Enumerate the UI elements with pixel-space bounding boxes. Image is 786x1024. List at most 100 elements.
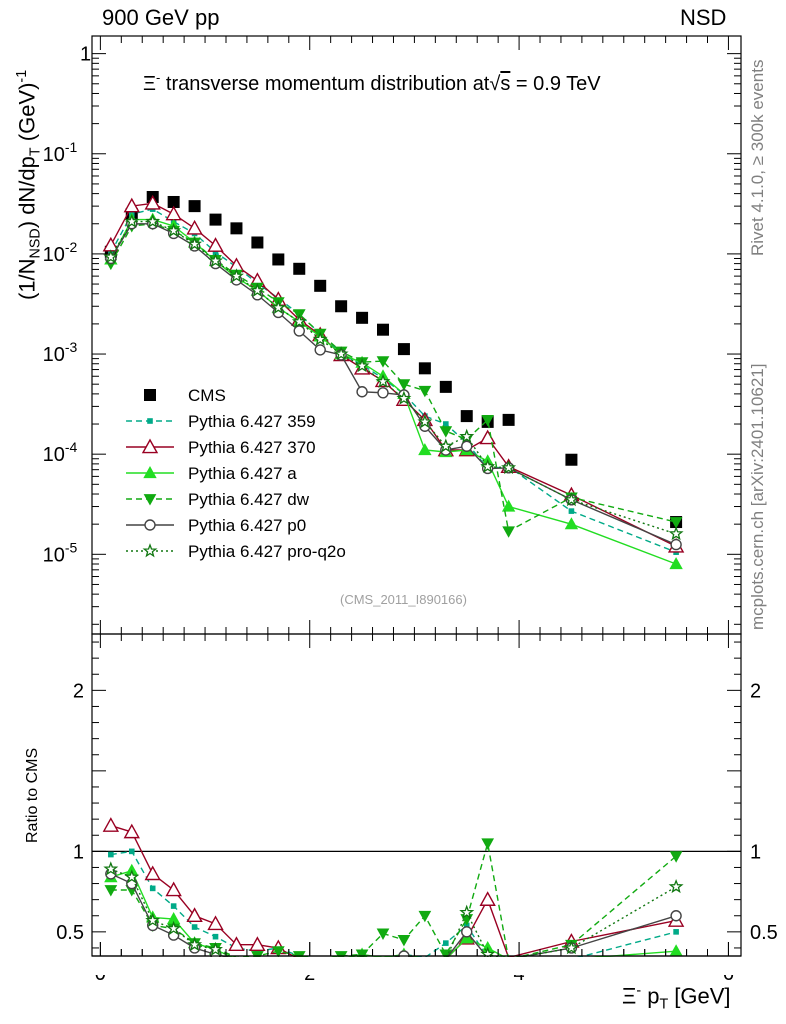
ratio-point-pythia-6-427-dw: [481, 838, 495, 850]
data-point-cms: [272, 253, 285, 266]
legend-marker-pythia-6-427-a: [143, 466, 157, 479]
header-left: 900 GeV pp: [102, 5, 220, 30]
y-tick-label: 10-1: [43, 139, 78, 166]
series-line-pythia-6-427-a: [110, 218, 677, 565]
xlab-minus: -: [636, 983, 642, 999]
legend-label-pythia-6-427-a: Pythia 6.427 a: [188, 464, 297, 483]
ratio-point-pythia-6-427-359: [191, 924, 198, 930]
ratio-point-pythia-6-427-pro-q2o: [459, 904, 475, 919]
data-point-pythia-6-427-pro-q2o: [187, 236, 203, 251]
data-point-cms: [439, 380, 452, 393]
data-point-pythia-6-427-a: [669, 557, 683, 570]
ratio-y-tick-label: 0.5: [56, 922, 84, 944]
y-tick-label: 10-4: [43, 439, 78, 466]
ratio-point-pythia-6-427-370: [207, 915, 224, 931]
header-right: NSD: [680, 5, 727, 30]
ratio-point-pythia-6-427-370: [249, 936, 266, 952]
data-point-pythia-6-427-dw: [669, 517, 683, 529]
data-point-pythia-6-427-pro-q2o: [103, 249, 119, 264]
ratio-point-pythia-6-427-370: [102, 817, 120, 832]
ratio-clip-mask: [90, 957, 743, 975]
ratio-y-tick-label-right: 0.5: [750, 922, 778, 944]
title-minus: -: [156, 70, 161, 85]
title-rad: s: [500, 72, 511, 95]
data-point-pythia-6-427-pro-q2o: [249, 282, 265, 298]
data-point-pythia-6-427-pro-q2o: [228, 268, 244, 283]
data-point-cms: [502, 413, 515, 426]
data-point-pythia-6-427-pro-q2o: [563, 491, 579, 507]
y-tick-exponent: -2: [65, 239, 78, 255]
data-point-pythia-6-427-pro-q2o: [459, 428, 475, 443]
title-xi: Ξ: [143, 72, 156, 95]
ratio-y-tick-label: 1: [73, 841, 84, 863]
ratio-point-pythia-6-427-370: [165, 881, 182, 897]
ratio-point-pythia-6-427-359: [128, 848, 135, 855]
title-post: = 0.9 TeV: [510, 72, 601, 95]
y-tick-exponent: -5: [65, 539, 78, 555]
legend-label-pythia-6-427-dw: Pythia 6.427 dw: [188, 490, 310, 509]
data-point-pythia-6-427-a: [418, 443, 432, 456]
data-point-cms: [377, 323, 390, 336]
data-point-pythia-6-427-a: [501, 499, 516, 512]
ratio-point-pythia-6-427-pro-q2o: [166, 920, 182, 936]
data-point-pythia-6-427-dw: [502, 526, 515, 538]
data-point-pythia-6-427-pro-q2o: [417, 414, 433, 429]
ratio-point-pythia-6-427-359: [673, 929, 679, 935]
data-point-pythia-6-427-370: [123, 197, 140, 213]
xlab-post: [GeV]: [668, 983, 731, 1009]
analysis-reference: (CMS_2011_I890166): [340, 592, 467, 607]
data-point-pythia-6-427-dw: [376, 356, 390, 368]
ratio-point-pythia-6-427-359: [108, 851, 114, 858]
ratio-point-pythia-6-427-pro-q2o: [208, 941, 223, 956]
data-point-pythia-6-427-p0: [377, 387, 389, 399]
data-point-cms: [335, 300, 348, 313]
legend-marker-pythia-6-427-p0: [144, 519, 156, 531]
data-point-cms: [209, 213, 222, 226]
data-point-cms: [167, 195, 180, 208]
ratio-point-pythia-6-427-a: [460, 931, 474, 944]
ratio-y-axis-label: Ratio to CMS: [24, 747, 41, 843]
data-point-cms: [565, 453, 578, 466]
legend-marker-pythia-6-427-359: [147, 418, 153, 424]
ratio-point-pythia-6-427-pro-q2o: [187, 936, 203, 952]
data-point-pythia-6-427-p0: [461, 440, 473, 452]
data-point-pythia-6-427-370: [207, 237, 224, 252]
data-point-pythia-6-427-p0: [314, 344, 326, 356]
data-point-pythia-6-427-pro-q2o: [438, 438, 454, 453]
ratio-line-pythia-6-427-pro-q2o: [110, 868, 677, 960]
data-point-pythia-6-427-p0: [670, 538, 682, 551]
ratio-point-pythia-6-427-pro-q2o: [103, 861, 119, 876]
legend-label-pythia-6-427-pro-q2o: Pythia 6.427 pro-q2o: [188, 542, 346, 561]
ratio-point-pythia-6-427-pro-q2o: [668, 878, 684, 894]
legend-marker-pythia-6-427-dw: [143, 494, 157, 506]
legend-marker-cms: [144, 389, 156, 401]
data-point-pythia-6-427-pro-q2o: [208, 253, 223, 268]
ylab-sub2: T: [27, 147, 44, 157]
data-point-cms: [397, 343, 410, 356]
ratio-plot-frame: [91, 633, 742, 957]
rivet-label: Rivet 4.1.0, ≥ 300k events: [748, 59, 767, 256]
data-point-pythia-6-427-dw: [397, 379, 411, 391]
ratio-point-pythia-6-427-370: [186, 907, 203, 923]
series-line-pythia-6-427-359: [110, 208, 677, 553]
mcplots-label: mcplots.cern.ch [arXiv:2401.10621]: [748, 363, 767, 630]
data-point-pythia-6-427-pro-q2o: [145, 213, 161, 228]
x-axis-label: Ξ- pT [GeV]: [622, 983, 731, 1013]
ratio-point-pythia-6-427-dw: [397, 935, 411, 947]
ratio-point-pythia-6-427-370: [479, 891, 496, 906]
y-tick-label: 10-2: [43, 239, 78, 266]
data-point-pythia-6-427-pro-q2o: [312, 331, 328, 346]
legend-label-pythia-6-427-359: Pythia 6.427 359: [188, 412, 316, 431]
ratio-point-pythia-6-427-dw: [355, 949, 369, 961]
ratio-point-pythia-6-427-370: [144, 865, 161, 881]
ratio-point-pythia-6-427-dw: [669, 851, 683, 863]
ratio-y-tick-label-right: 2: [750, 680, 761, 702]
data-point-pythia-6-427-pro-q2o: [291, 313, 307, 329]
xlab-sub: T: [659, 996, 669, 1013]
plot-title: Ξ- transverse momentum distribution at√s…: [143, 70, 601, 96]
ratio-point-pythia-6-427-p0: [461, 926, 473, 938]
data-point-pythia-6-427-pro-q2o: [480, 458, 496, 473]
data-point-pythia-6-427-370: [479, 429, 496, 445]
xlab-mid: p: [641, 983, 660, 1009]
